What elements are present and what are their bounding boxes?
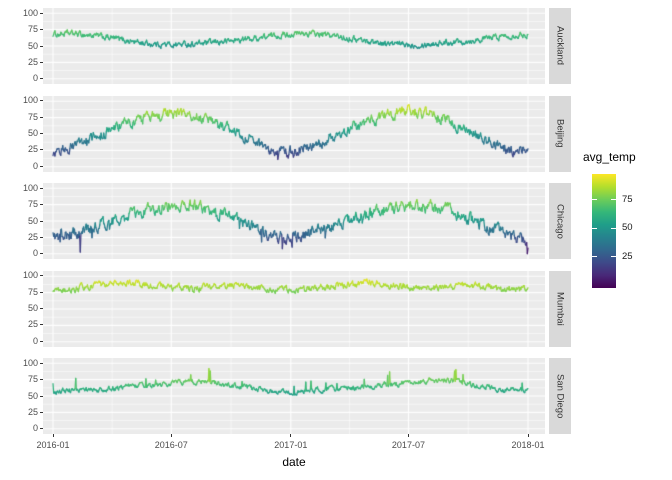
x-tick-mark [52, 434, 54, 437]
facet-strip-mumbai: Mumbai [549, 270, 571, 347]
x-tick-label: 2016-01 [36, 440, 70, 450]
chart-canvas-chicago [43, 183, 545, 259]
y-tick-label: 25 [27, 319, 38, 330]
y-tick-mark [40, 61, 43, 63]
y-tick-mark [40, 29, 43, 31]
y-tick-mark [40, 149, 43, 151]
x-axis-title: date [282, 455, 306, 469]
y-tick-mark [40, 428, 43, 430]
facet-strip-label: Mumbai [554, 291, 566, 326]
y-tick-mark [40, 133, 43, 134]
y-tick-label: 75 [27, 199, 38, 210]
x-tick-mark [170, 434, 172, 437]
facet-strip-label: Beijing [554, 119, 566, 148]
legend-colorbar [592, 174, 616, 288]
y-tick-label: 0 [32, 248, 38, 259]
y-tick-mark [40, 12, 43, 14]
y-tick-label: 75 [27, 24, 38, 35]
y-tick-label: 100 [22, 270, 38, 281]
x-tick-label: 2016-07 [154, 440, 188, 450]
x-tick-mark [407, 434, 409, 437]
y-tick-mark [40, 395, 43, 397]
y-tick-label: 100 [22, 95, 38, 106]
legend-colorbar-tick [592, 255, 597, 257]
y-tick-mark [40, 78, 43, 80]
facet-strip-label: Auckland [554, 26, 566, 66]
y-tick-mark [40, 253, 43, 255]
y-tick-label: 50 [27, 40, 38, 51]
y-tick-label: 100 [22, 357, 38, 368]
panel-auckland [43, 8, 545, 84]
y-tick-label: 75 [27, 111, 38, 122]
y-tick-mark [40, 362, 43, 364]
legend-title: avg_temp [583, 150, 636, 164]
y-tick-label: 75 [27, 286, 38, 297]
legend-colorbar-tick [592, 199, 597, 201]
panel-mumbai [43, 270, 545, 347]
legend-tick-label: 25 [622, 250, 633, 262]
y-tick-mark [40, 308, 43, 309]
y-tick-label: 75 [27, 374, 38, 385]
y-tick-mark [40, 45, 43, 47]
facet-strip-label: Chicago [554, 203, 566, 239]
x-tick-label: 2018-01 [511, 440, 545, 450]
legend-colorbar-tick [611, 255, 616, 257]
y-tick-mark [40, 275, 43, 277]
panel-san-diego [43, 358, 545, 434]
legend-colorbar-tick [611, 227, 616, 229]
facet-strip-label: San Diego [554, 373, 566, 419]
y-tick-label: 50 [27, 128, 38, 138]
y-tick-label: 25 [27, 406, 38, 417]
legend-avg-temp: avg_temp 75 50 25 [583, 150, 669, 288]
x-tick-mark [290, 434, 292, 437]
facet-strip-auckland: Auckland [549, 8, 571, 84]
legend-colorbar-tick [611, 199, 616, 201]
y-tick-mark [40, 340, 43, 342]
y-tick-label: 0 [32, 73, 38, 84]
legend-colorbar-tick [592, 227, 597, 229]
y-tick-mark [40, 291, 43, 293]
y-tick-label: 0 [32, 335, 38, 346]
facet-strip-san-diego: San Diego [549, 358, 571, 434]
chart-canvas-mumbai [43, 270, 545, 347]
y-tick-label: 25 [27, 144, 38, 155]
y-tick-mark [40, 236, 43, 238]
y-tick-label: 0 [32, 423, 38, 434]
chart-canvas-beijing [43, 95, 545, 172]
facet-strip-beijing: Beijing [549, 95, 571, 172]
y-tick-mark [40, 204, 43, 206]
y-tick-label: 0 [32, 160, 38, 171]
y-tick-label: 100 [22, 182, 38, 193]
legend-tick-label: 75 [622, 194, 633, 206]
facet-strip-chicago: Chicago [549, 183, 571, 259]
y-tick-mark [40, 165, 43, 167]
y-tick-label: 50 [27, 215, 38, 226]
y-tick-label: 50 [27, 390, 38, 401]
panel-chicago [43, 183, 545, 259]
y-tick-label: 100 [22, 7, 38, 18]
y-tick-mark [40, 324, 43, 326]
chart-canvas-san-diego [43, 358, 545, 434]
y-tick-mark [40, 100, 43, 102]
x-tick-label: 2017-07 [391, 440, 425, 450]
y-tick-mark [40, 379, 43, 381]
y-tick-mark [40, 187, 43, 189]
chart-canvas-auckland [43, 8, 545, 84]
x-tick-mark [527, 434, 529, 437]
legend-tick-label: 50 [622, 222, 633, 234]
y-tick-mark [40, 411, 43, 413]
y-tick-label: 25 [27, 231, 38, 242]
x-tick-label: 2017-01 [274, 440, 308, 450]
panel-beijing [43, 95, 545, 172]
y-tick-label: 50 [27, 303, 38, 313]
y-tick-mark [40, 220, 43, 222]
y-tick-label: 25 [27, 56, 38, 67]
y-tick-mark [40, 116, 43, 118]
